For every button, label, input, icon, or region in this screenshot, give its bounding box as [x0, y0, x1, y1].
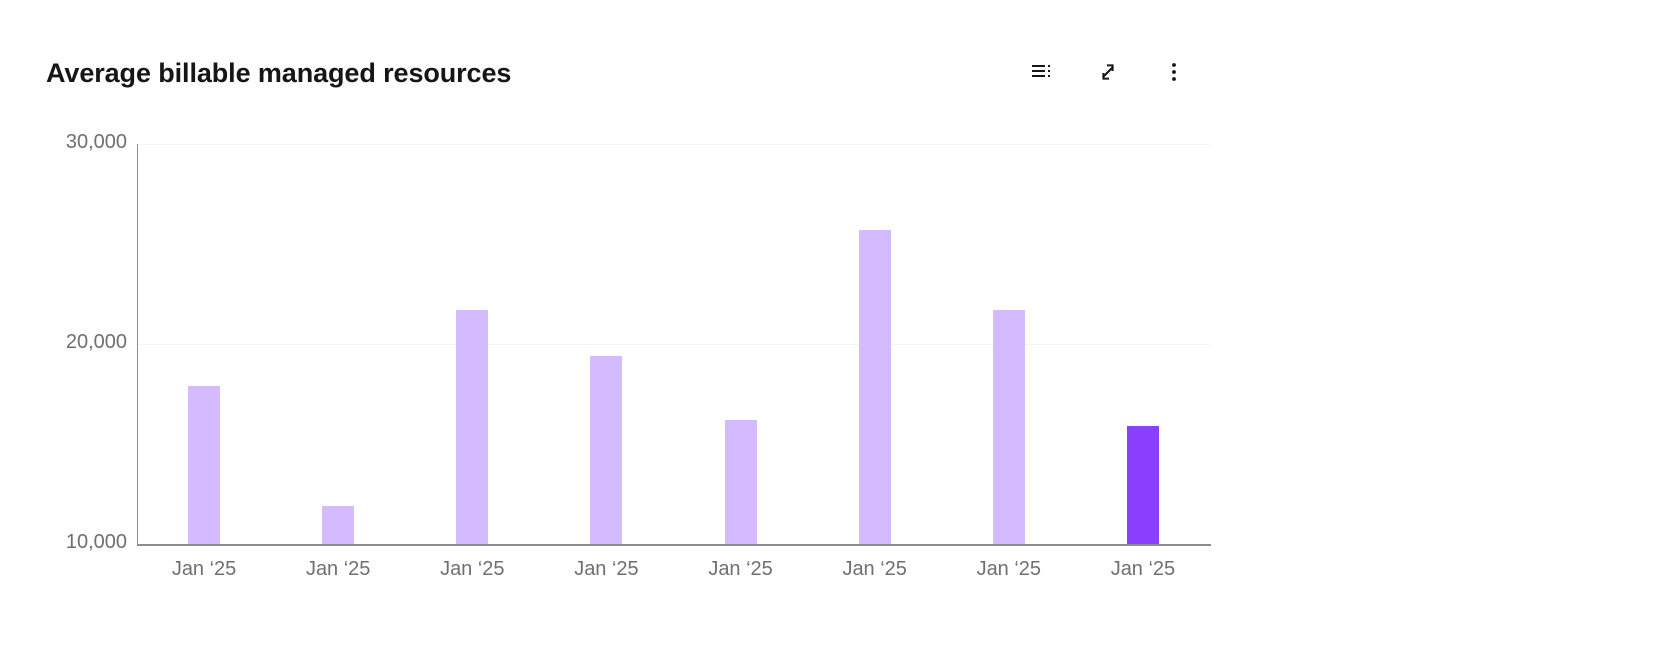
- plot-area: [137, 144, 1210, 544]
- x-tick-label: Jan ‘25: [708, 558, 773, 580]
- bar[interactable]: [456, 310, 489, 544]
- page-title: Average billable managed resources: [46, 58, 512, 88]
- x-axis-line: [137, 544, 1211, 546]
- x-tick-label: Jan ‘25: [976, 558, 1042, 580]
- bar[interactable]: [322, 506, 355, 544]
- gridline: [137, 344, 1210, 345]
- legend-list-icon: [1031, 61, 1053, 83]
- legend-list-button[interactable]: [1020, 50, 1064, 94]
- x-tick-label: Jan ‘25: [842, 558, 907, 580]
- x-tick-label: Jan ‘25: [574, 558, 639, 580]
- x-tick-label: Jan ‘25: [440, 558, 505, 580]
- expand-button[interactable]: [1086, 50, 1130, 94]
- bar[interactable]: [590, 356, 623, 544]
- bar[interactable]: [724, 420, 757, 544]
- x-axis-labels: Jan ‘25 Jan ‘25 Jan ‘25 Jan ‘25 Jan ‘25 Jan ‘…: [137, 558, 1210, 598]
- bar[interactable]: [1126, 426, 1159, 544]
- overflow-menu-icon: [1164, 61, 1184, 83]
- overflow-menu-button[interactable]: [1152, 50, 1196, 94]
- y-axis-line: [137, 144, 138, 544]
- bar[interactable]: [188, 386, 221, 544]
- x-tick-label: Jan ‘25: [171, 558, 237, 580]
- y-tick-label: 20,000: [65, 331, 127, 353]
- x-tick-label: Jan ‘25: [305, 558, 371, 580]
- bar[interactable]: [992, 310, 1025, 544]
- gridline: [137, 144, 1210, 145]
- y-tick-label: 10,000: [65, 531, 127, 553]
- card-header: Average billable managed resources: [0, 0, 1672, 118]
- chart-toolbar: [1020, 50, 1196, 94]
- y-tick-label: 30,000: [65, 131, 127, 153]
- x-tick-label: Jan ‘25: [1110, 558, 1176, 580]
- expand-icon: [1094, 58, 1122, 86]
- bar-chart: 10,000 20,000 30,000 Jan ‘25 Jan ‘25 Jan ‘25…: [0, 118, 1672, 648]
- bar[interactable]: [858, 230, 891, 544]
